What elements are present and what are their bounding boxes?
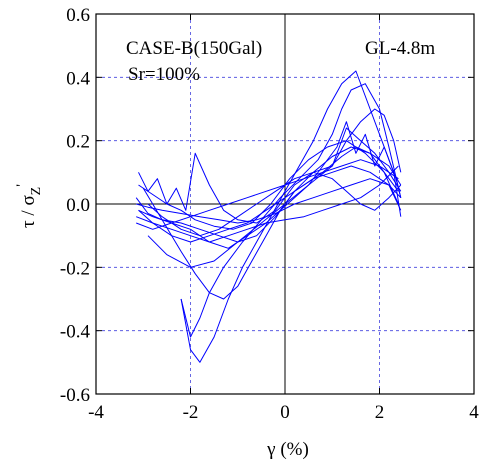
x-tick-label: 4 [469, 402, 479, 423]
series-line-0 [135, 165, 402, 243]
y-tick-label: -0.6 [60, 385, 90, 406]
tick-labels: -4 -2 0 2 4 -0.6 -0.4 -0.2 0.0 0.2 0.4 0.6 [60, 5, 479, 423]
x-tick-label: 2 [375, 402, 385, 423]
series-line-9 [138, 121, 402, 249]
annotation-depth: GL-4.8m [365, 38, 435, 59]
series-line-10 [136, 159, 399, 230]
x-axis-title: γ (%) [266, 439, 309, 460]
series-line-8 [138, 127, 402, 224]
y-tick-label: 0.2 [66, 132, 90, 153]
y-axis-title-prime: ' [14, 184, 30, 187]
data-series-group [135, 70, 402, 363]
y-tick-label: -0.2 [60, 258, 90, 279]
series-line-1 [136, 178, 402, 224]
y-tick-label: 0.0 [66, 195, 90, 216]
svg-text:τ / σZ': τ / σZ' [14, 184, 44, 228]
series-line-3 [138, 146, 399, 243]
y-tick-label: -0.4 [60, 322, 91, 343]
y-tick-label: 0.4 [66, 68, 90, 89]
annotation-case: CASE-B(150Gal) [126, 38, 262, 59]
series-line-5 [180, 83, 402, 338]
y-tick-label: 0.6 [66, 5, 90, 26]
series-line-13 [147, 171, 402, 237]
y-axis-title: τ / σZ' [14, 184, 44, 228]
x-tick-label: -2 [183, 402, 199, 423]
annotation-sr: Sr=100% [128, 64, 200, 85]
series-line-11 [136, 165, 399, 243]
y-axis-title-main: τ / σ [18, 195, 39, 228]
y-axis-title-sub: Z [29, 187, 44, 196]
x-tick-label: 0 [280, 402, 290, 423]
series-line-12 [147, 108, 402, 268]
axis-ticks [95, 13, 475, 395]
series-line-6 [180, 70, 371, 363]
x-tick-label: -4 [88, 402, 104, 423]
